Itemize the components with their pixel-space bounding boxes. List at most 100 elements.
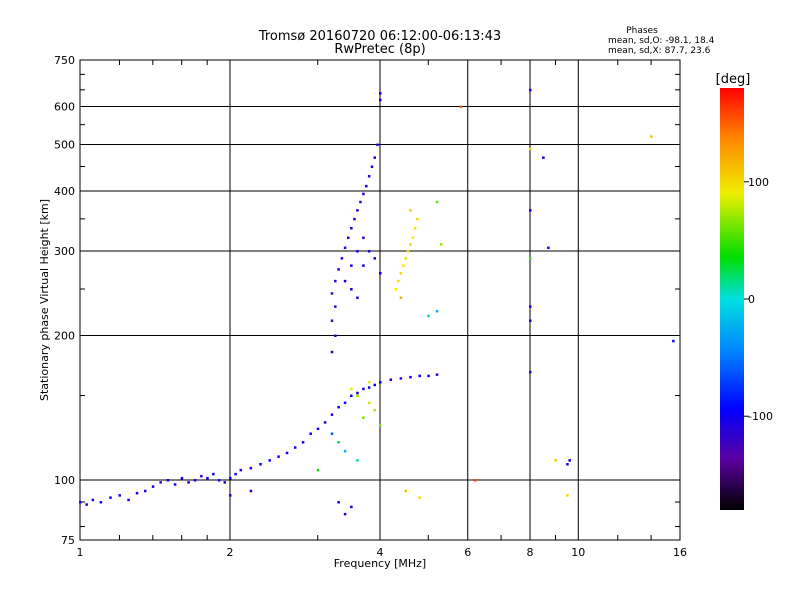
data-point-o (285, 451, 289, 455)
data-point-o (217, 479, 221, 482)
legend-line-x: mean, sd,X: 87.7, 23.6 (608, 46, 711, 56)
data-point-o (350, 394, 353, 398)
x-axis-label: Frequency [MHz] (334, 557, 426, 570)
data-point-x (413, 227, 417, 230)
x-axis-ticks: 1 2 4 6 8 10 16 (77, 60, 687, 559)
x-tick-label: 4 (377, 546, 384, 559)
data-point-o (118, 494, 121, 497)
colorbar: [deg] 100 0 -100 (716, 72, 773, 510)
legend-line-o: mean, sd,O: -98.1, 18.4 (608, 36, 715, 46)
chart-subtitle: RwPretec (8p) (334, 42, 425, 57)
data-point-o (418, 374, 421, 378)
data-point-o (379, 92, 382, 95)
data-point-o (435, 373, 439, 376)
data-point-o (334, 305, 337, 308)
data-point-o (277, 455, 280, 458)
data-point-o (343, 279, 347, 283)
y-tick-label: 600 (54, 101, 75, 114)
data-point-x (409, 209, 412, 212)
data-point-x (367, 381, 371, 384)
data-point-o (249, 466, 253, 470)
data-point-o (672, 339, 675, 343)
y-tick-label: 400 (54, 185, 75, 198)
data-point-x (416, 217, 419, 221)
plot-area: 1 2 4 6 8 10 16 75 100 200 300 400 500 600 750 (54, 54, 687, 559)
y-tick-label: 750 (54, 54, 75, 67)
data-point-o (427, 374, 430, 378)
y-tick-label: 500 (54, 139, 75, 152)
data-point-o (399, 377, 403, 380)
data-point-o (91, 498, 95, 502)
data-point-x (399, 271, 403, 275)
data-point-o (173, 483, 177, 486)
data-point-o (542, 156, 545, 159)
data-point-x (529, 257, 532, 260)
data-point-o (166, 479, 170, 482)
y-tick-label: 75 (61, 534, 75, 547)
data-point-x (529, 147, 532, 151)
data-point-o (200, 474, 203, 478)
data-point-o (547, 246, 550, 250)
data-point-x (435, 309, 439, 313)
data-point-o (350, 264, 353, 267)
data-point-o (268, 459, 271, 462)
data-point-o (568, 459, 571, 462)
data-point-o (259, 462, 262, 466)
y-tick-label: 200 (54, 330, 75, 343)
data-point-x (316, 468, 320, 472)
data-points (79, 88, 675, 516)
data-point-o (187, 481, 190, 484)
data-point-o (362, 236, 365, 240)
data-point-o (370, 165, 374, 168)
data-point-x (350, 387, 353, 391)
data-point-o (356, 209, 359, 212)
data-point-x (394, 288, 398, 291)
data-point-x (411, 236, 415, 240)
data-point-o (376, 143, 379, 147)
data-point-x (418, 496, 421, 499)
data-point-o (373, 156, 377, 159)
data-point-x (356, 459, 359, 462)
data-point-o (330, 292, 334, 295)
data-point-o (362, 264, 365, 267)
legend-title: Phases (626, 26, 658, 36)
data-point-o (79, 500, 82, 504)
data-point-x (330, 432, 334, 436)
data-point-o (229, 476, 232, 480)
data-point-o (353, 217, 356, 221)
y-axis-label: Stationary phase Virtual Height [km] (38, 199, 51, 401)
data-point-x (356, 394, 359, 398)
data-point-x (404, 489, 407, 493)
data-point-o (389, 378, 393, 381)
colorbar-tick-label: -100 (748, 410, 773, 423)
chart-title: Tromsø 20160720 06:12:00-06:13:43 (258, 29, 501, 44)
data-point-o (379, 271, 382, 275)
data-point-o (379, 98, 382, 102)
data-point-o (330, 350, 334, 354)
data-point-x (367, 401, 371, 405)
data-point-o (316, 427, 320, 431)
data-point-o (135, 491, 139, 495)
data-point-o (334, 279, 337, 283)
data-point-x (404, 257, 407, 260)
data-point-o (350, 505, 353, 509)
data-point-x (427, 314, 430, 318)
data-point-o (350, 288, 353, 291)
data-point-o (234, 472, 237, 476)
data-point-x (554, 459, 557, 462)
data-point-o (529, 319, 532, 322)
data-point-o (151, 485, 155, 488)
data-point-o (346, 236, 350, 240)
data-point-o (367, 386, 371, 389)
data-point-o (301, 441, 305, 444)
data-point-o (379, 381, 382, 384)
data-point-x (373, 408, 377, 412)
data-point-o (373, 257, 377, 260)
data-point-x (337, 441, 340, 444)
data-point-x (379, 424, 382, 427)
data-point-x (566, 494, 569, 497)
data-point-o (143, 489, 147, 493)
data-point-o (85, 503, 88, 506)
data-point-x (439, 243, 443, 246)
